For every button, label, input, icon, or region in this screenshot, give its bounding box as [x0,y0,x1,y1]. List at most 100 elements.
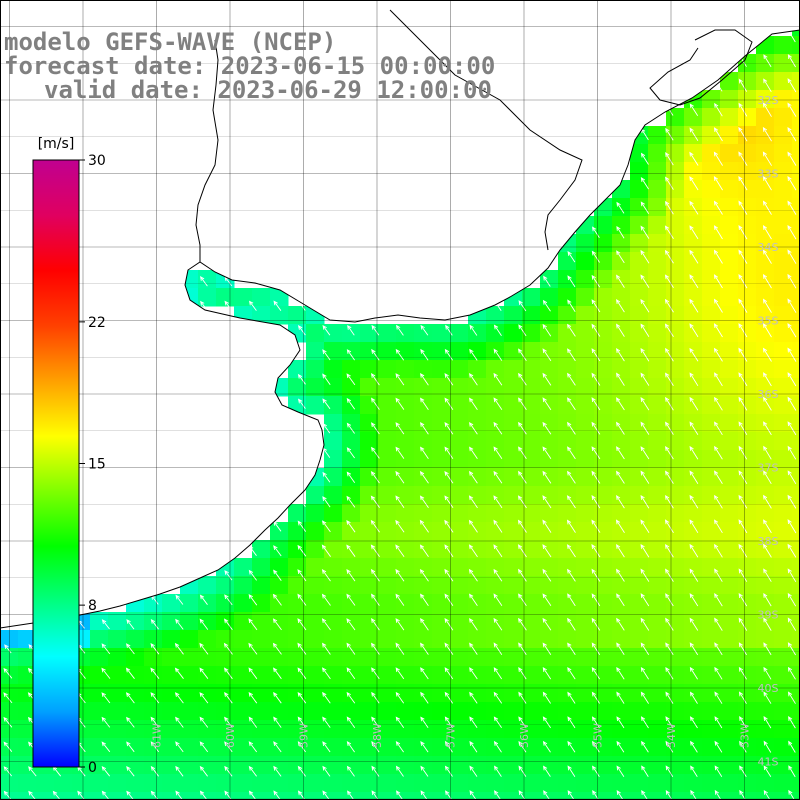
wind-arrow [640,397,650,411]
wind-cell [540,540,559,559]
wind-cell [414,414,433,433]
wind-cell [144,756,163,775]
wind-cell [630,756,649,775]
wind-cell [630,414,649,433]
wind-arrow [297,642,307,655]
wind-cell [648,378,667,397]
wind-cell [324,756,343,775]
wind-cell [540,648,559,667]
wind-cell [558,756,577,775]
wind-cell [522,720,541,739]
wind-cell [162,792,181,800]
wind-cell [360,648,379,667]
wind-cell [540,432,559,451]
wind-cell [576,738,595,757]
wind-cell [630,450,649,469]
wind-arrow [567,446,576,460]
wind-cell [306,702,325,721]
wind-cell [54,774,73,793]
wind-cell [756,396,775,415]
colorbar-gradient [32,159,80,768]
wind-cell [234,648,253,667]
wind-arrow [469,397,478,410]
wind-cell [702,504,721,523]
wind-cell [576,252,595,271]
wind-arrow [542,568,552,582]
wind-arrow [713,298,723,313]
wind-cell [504,324,523,343]
wind-cell [738,270,757,289]
wind-cell [774,630,793,649]
wind-arrow [469,765,478,777]
wind-cell [648,306,667,325]
wind-arrow [175,594,184,605]
wind-arrow [370,519,380,533]
wind-cell [522,468,541,487]
wind-cell [126,648,145,667]
wind-arrow [493,691,503,704]
wind-cell [414,594,433,613]
wind-arrow [714,617,723,631]
wind-arrow [787,494,797,509]
wind-cell [504,360,523,379]
wind-cell [738,486,757,505]
wind-cell [702,162,721,181]
wind-cell [756,216,775,235]
wind-arrow [739,716,747,729]
wind-cell [702,90,721,109]
wind-cell [288,720,307,739]
wind-cell [648,594,667,613]
wind-cell [756,702,775,721]
wind-arrow [371,642,380,655]
wind-cell [414,558,433,577]
wind-cell [162,774,181,793]
wind-arrow [713,176,723,191]
wind-cell [252,648,271,667]
wind-cell [774,738,793,757]
wind-cell [108,630,127,649]
wind-arrow [787,617,797,631]
wind-arrow [763,543,772,558]
wind-arrow [322,691,331,704]
wind-cell [612,486,631,505]
wind-cell [720,522,739,541]
wind-cell [252,720,271,739]
wind-arrow [395,495,405,509]
wind-arrow [371,741,380,753]
wind-arrow [690,765,698,778]
wind-arrow [420,691,429,704]
wind-cell [774,144,793,163]
wind-cell [270,558,289,577]
wind-cell [648,216,667,235]
wind-cell [180,792,199,800]
wind-cell [558,270,577,289]
wind-cell [306,540,325,559]
wind-arrow [346,495,356,508]
wind-cell [666,378,685,397]
wind-cell [594,216,613,235]
wind-arrow [322,324,331,336]
wind-cell [378,738,397,757]
wind-arrow [640,642,650,656]
wind-cell [720,648,739,667]
wind-cell [432,540,451,559]
wind-cell [648,468,667,487]
wind-cell [612,360,631,379]
wind-cell [432,504,451,523]
wind-cell [702,270,721,289]
wind-cell [396,756,415,775]
wind-cell [108,666,127,685]
wind-arrow [174,642,184,655]
wind-cell [108,792,127,800]
wind-cell [630,162,649,181]
wind-cell [162,630,181,649]
wind-cell [594,756,613,775]
wind-arrow [297,741,306,753]
wind-arrow [493,324,502,336]
wind-cell [162,594,181,613]
wind-arrow [788,30,796,43]
wind-cell [126,756,145,775]
wind-cell [468,360,487,379]
wind-cell [486,702,505,721]
wind-cell [360,666,379,685]
